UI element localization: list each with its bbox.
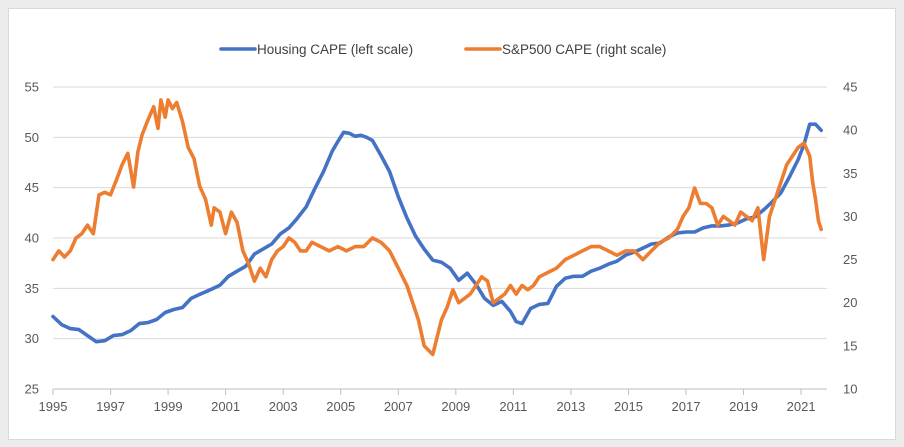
legend-label: S&P500 CAPE (right scale) <box>502 42 666 57</box>
x-tick-label: 2013 <box>556 399 585 414</box>
x-tick-label: 2001 <box>211 399 240 414</box>
right-tick-label: 25 <box>843 252 857 267</box>
legend: Housing CAPE (left scale) S&P500 CAPE (ri… <box>219 42 666 57</box>
series-lines <box>51 98 824 357</box>
series-line-sp500-cape <box>51 98 824 357</box>
right-tick-label: 35 <box>843 166 857 181</box>
left-y-axis: 25 30 35 40 45 50 55 <box>25 80 39 397</box>
right-tick-label: 30 <box>843 209 857 224</box>
x-tick-label: 2017 <box>672 399 701 414</box>
x-tick-label: 1995 <box>39 399 68 414</box>
right-y-axis: 10 15 20 25 30 35 40 45 <box>843 80 857 397</box>
x-tick-label: 2021 <box>787 399 816 414</box>
left-tick-label: 45 <box>25 180 39 195</box>
line-chart: 25 30 35 40 45 50 55 10 15 20 25 30 35 40 45 1995 1997… <box>25 42 858 414</box>
x-tick-label: 2011 <box>499 399 527 414</box>
left-tick-label: 55 <box>25 80 39 95</box>
chart-frame: 25 30 35 40 45 50 55 10 15 20 25 30 35 40 45 1995 1997… <box>8 8 896 440</box>
left-tick-label: 30 <box>25 331 39 346</box>
x-tick-label: 2005 <box>326 399 355 414</box>
right-tick-label: 10 <box>843 382 857 397</box>
legend-label: Housing CAPE (left scale) <box>257 42 413 57</box>
x-axis: 1995 1997 1999 2001 2003 2005 2007 2009 2011 2013… <box>39 389 816 414</box>
left-tick-label: 50 <box>25 130 39 145</box>
x-tick-label: 2009 <box>441 399 470 414</box>
gridlines <box>53 86 827 340</box>
right-tick-label: 40 <box>843 123 857 138</box>
left-tick-label: 25 <box>25 382 39 397</box>
x-tick-label: 1999 <box>154 399 183 414</box>
series-line-housing-cape <box>51 122 824 344</box>
right-tick-label: 20 <box>843 295 857 310</box>
right-tick-label: 45 <box>843 80 857 95</box>
left-tick-label: 40 <box>25 231 39 246</box>
x-tick-label: 2007 <box>384 399 413 414</box>
x-tick-label: 2019 <box>729 399 758 414</box>
right-tick-label: 15 <box>843 338 857 353</box>
x-tick-label: 2003 <box>269 399 298 414</box>
left-tick-label: 35 <box>25 281 39 296</box>
x-tick-label: 1997 <box>96 399 125 414</box>
x-tick-label: 2015 <box>614 399 643 414</box>
